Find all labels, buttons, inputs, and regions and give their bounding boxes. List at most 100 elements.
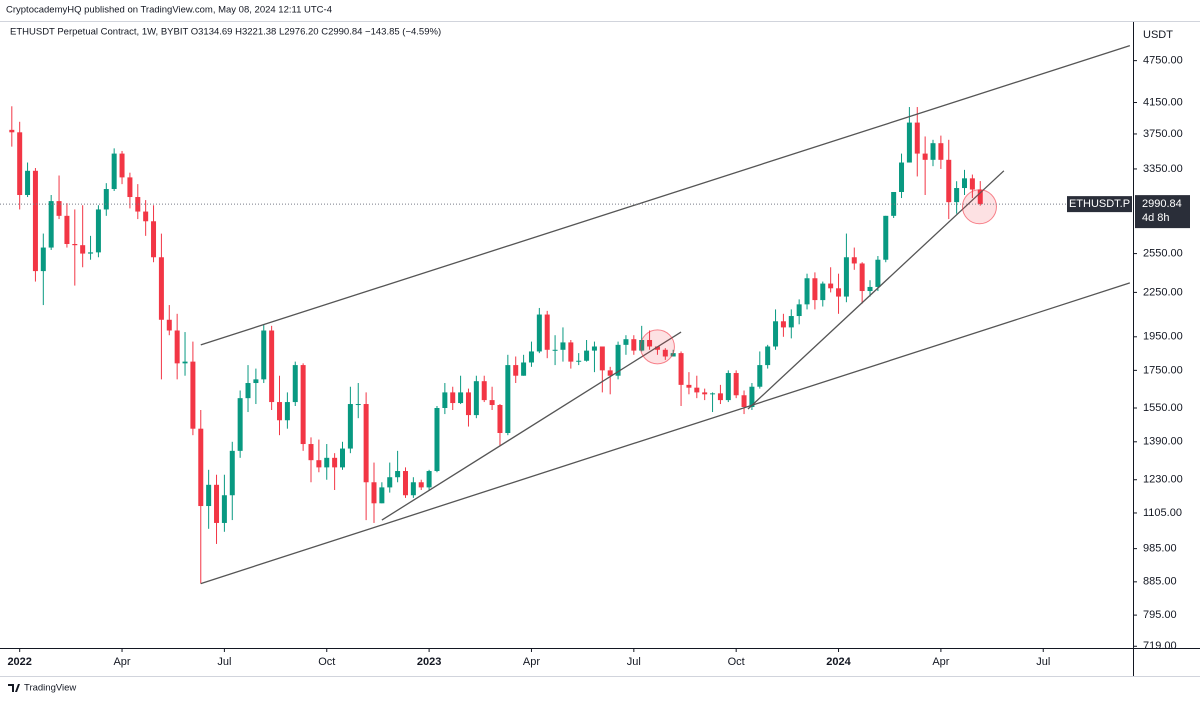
candle-body [95, 209, 101, 253]
candle-body [836, 288, 842, 297]
candle-body [536, 314, 542, 352]
candle-body [670, 353, 676, 357]
candle-body [757, 365, 763, 387]
candle-body [820, 283, 826, 301]
candle-body [300, 365, 306, 445]
candle-body [465, 392, 471, 416]
candle-body [221, 495, 227, 523]
candle-body [521, 362, 527, 376]
candle-body [843, 257, 849, 297]
price-tag-value: 2990.84 [1142, 198, 1182, 210]
candle-body [828, 283, 834, 289]
y-tick-label: 1390.00 [1143, 436, 1183, 448]
candle-body [355, 404, 361, 406]
y-tick-label: 4750.00 [1143, 55, 1183, 67]
x-tick-label: Jul [1036, 656, 1050, 668]
candle-body [88, 252, 94, 254]
candle-body [631, 339, 637, 351]
candle-body [662, 349, 668, 357]
candle-body [32, 170, 38, 272]
candle-body [151, 221, 157, 258]
candle-body [395, 471, 401, 478]
currency-label: USDT [1143, 29, 1173, 41]
candle-body [599, 346, 605, 371]
candle-body [717, 393, 723, 401]
candle-body [749, 386, 755, 408]
candle-body [788, 316, 794, 328]
candle-body [387, 477, 393, 488]
candle-body [379, 487, 385, 504]
candle-body [733, 373, 739, 396]
candle-body [591, 346, 597, 351]
candle-body [678, 353, 684, 385]
candle-body [623, 339, 629, 345]
x-tick-label: Jul [217, 656, 231, 668]
x-tick-label: Jul [627, 656, 641, 668]
candle-body [174, 330, 180, 364]
candle-body [56, 201, 62, 216]
candle-body [576, 360, 582, 362]
y-tick-label: 4150.00 [1143, 96, 1183, 108]
candle-body [103, 189, 109, 210]
plot-area [0, 45, 1133, 585]
candle-body [922, 153, 928, 160]
y-tick-label: 885.00 [1143, 576, 1177, 588]
candle-body [434, 408, 440, 472]
candle-body [284, 402, 290, 421]
trend-line [747, 170, 1005, 410]
y-tick-label: 985.00 [1143, 543, 1177, 555]
candle-body [198, 428, 204, 507]
candle-body [402, 471, 408, 496]
candle-body [780, 321, 786, 328]
trend-line [381, 331, 682, 521]
candle-body [694, 387, 700, 393]
candle-body [891, 192, 897, 216]
candle-body [489, 400, 495, 406]
candle-body [875, 259, 881, 287]
candle-body [654, 346, 660, 350]
y-tick-label: 2550.00 [1143, 247, 1183, 259]
candle-body [615, 344, 621, 376]
candle-body [363, 404, 369, 483]
candle-body [906, 122, 912, 163]
y-tick-label: 1550.00 [1143, 402, 1183, 414]
candle-body [292, 365, 298, 403]
candle-body [568, 342, 574, 362]
candle-body [324, 457, 330, 468]
candle-body [277, 402, 283, 421]
candle-body [513, 365, 519, 376]
y-tick-label: 795.00 [1143, 609, 1177, 621]
candle-body [206, 484, 212, 507]
candle-body [639, 339, 645, 351]
candle-body [505, 365, 511, 433]
candle-body [741, 395, 747, 408]
x-tick-label: Oct [728, 656, 745, 668]
footer-brand: TradingView [24, 683, 76, 694]
candle-body [80, 245, 86, 254]
candle-body [867, 286, 873, 292]
candle-body [946, 159, 952, 203]
candle-body [962, 178, 968, 189]
x-tick-label: Apr [523, 656, 540, 668]
y-tick-label: 3750.00 [1143, 128, 1183, 140]
candle-body [371, 482, 377, 504]
candle-body [473, 381, 479, 416]
x-tick-label: Apr [113, 656, 130, 668]
candle-body [339, 448, 345, 468]
candle-body [410, 482, 416, 496]
candle-body [938, 143, 944, 160]
highlight-circle [639, 329, 675, 365]
y-tick-label: 1105.00 [1143, 507, 1182, 519]
candle-body [426, 471, 432, 488]
candle-body [229, 450, 235, 496]
x-tick-label: 2024 [826, 656, 851, 668]
candle-body [182, 361, 188, 364]
candle-body [166, 319, 172, 331]
price-tag-countdown: 4d 8h [1142, 212, 1170, 224]
y-tick-label: 3350.00 [1143, 163, 1183, 175]
candle-body [584, 350, 590, 361]
x-tick-label: 2023 [417, 656, 441, 668]
candle-body [347, 404, 353, 449]
